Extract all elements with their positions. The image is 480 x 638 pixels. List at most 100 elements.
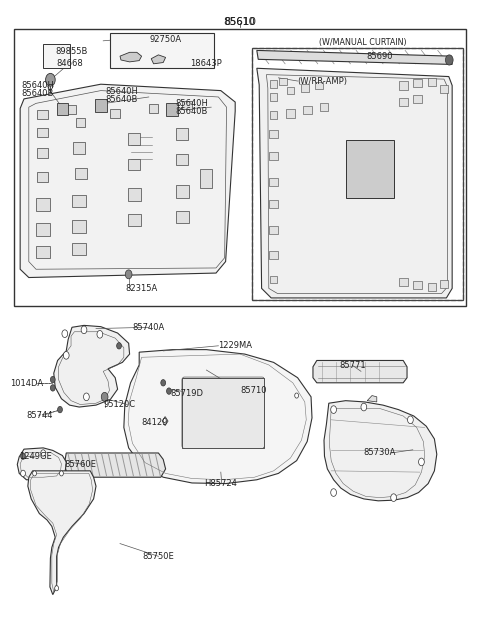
Text: 85740A: 85740A xyxy=(132,323,165,332)
Bar xyxy=(95,99,107,112)
Text: 89855B: 89855B xyxy=(55,47,87,56)
Circle shape xyxy=(331,406,336,413)
Bar xyxy=(269,251,278,259)
Text: 1229MA: 1229MA xyxy=(218,341,252,350)
Circle shape xyxy=(41,450,46,456)
Text: 84129: 84129 xyxy=(142,419,168,427)
Bar xyxy=(287,87,294,94)
Bar xyxy=(182,378,264,448)
Bar xyxy=(428,283,436,291)
Text: H85724: H85724 xyxy=(204,479,237,488)
Bar xyxy=(37,110,48,119)
Polygon shape xyxy=(367,396,377,402)
Circle shape xyxy=(60,471,63,476)
Bar xyxy=(72,220,86,233)
Circle shape xyxy=(50,376,55,383)
Bar xyxy=(399,98,408,106)
Text: 95120C: 95120C xyxy=(103,400,135,409)
Bar xyxy=(36,223,50,236)
Bar xyxy=(269,200,278,208)
Bar xyxy=(176,211,189,223)
Text: 85760E: 85760E xyxy=(65,460,96,469)
Text: 1014DA: 1014DA xyxy=(10,379,43,388)
Bar xyxy=(279,78,287,85)
Bar xyxy=(346,140,394,198)
Text: 1249GE: 1249GE xyxy=(19,452,52,461)
Bar xyxy=(320,103,328,112)
Bar xyxy=(57,103,68,115)
Bar xyxy=(286,110,295,117)
Bar xyxy=(76,118,85,126)
Circle shape xyxy=(21,454,25,459)
Text: 85730A: 85730A xyxy=(363,449,396,457)
Polygon shape xyxy=(28,471,96,595)
Circle shape xyxy=(419,458,424,466)
Bar xyxy=(270,93,277,101)
Circle shape xyxy=(295,393,299,398)
Polygon shape xyxy=(257,50,452,64)
Bar xyxy=(270,111,277,119)
Circle shape xyxy=(81,326,87,334)
Bar xyxy=(36,246,50,258)
Bar xyxy=(269,130,278,138)
Bar xyxy=(252,48,463,300)
Bar xyxy=(110,110,120,117)
Bar xyxy=(270,80,277,88)
Circle shape xyxy=(62,330,68,338)
Bar xyxy=(129,133,140,145)
Text: (W/RR-AMP): (W/RR-AMP) xyxy=(298,77,348,85)
Polygon shape xyxy=(151,55,166,64)
Bar xyxy=(315,82,323,89)
Bar xyxy=(428,77,436,85)
Text: (W/MANUAL CURTAIN): (W/MANUAL CURTAIN) xyxy=(319,38,406,47)
Bar xyxy=(269,225,278,234)
Bar xyxy=(301,84,309,92)
Circle shape xyxy=(408,416,413,424)
Circle shape xyxy=(55,586,59,591)
Bar xyxy=(75,168,86,179)
Polygon shape xyxy=(17,448,66,480)
Circle shape xyxy=(125,270,132,279)
Bar xyxy=(128,188,141,201)
Bar xyxy=(399,82,408,90)
Bar xyxy=(252,48,463,300)
Text: 82315A: 82315A xyxy=(125,284,158,293)
Bar xyxy=(129,159,140,170)
Bar xyxy=(14,29,466,306)
Circle shape xyxy=(21,470,25,477)
Circle shape xyxy=(445,55,453,65)
Text: 84668: 84668 xyxy=(57,59,84,68)
Bar xyxy=(66,105,76,114)
Bar xyxy=(413,79,422,87)
Text: 85744: 85744 xyxy=(26,411,53,420)
Circle shape xyxy=(50,385,55,391)
Bar xyxy=(43,44,70,68)
Circle shape xyxy=(101,392,108,401)
Bar xyxy=(37,148,48,158)
Bar xyxy=(36,198,50,211)
Text: 85610: 85610 xyxy=(225,17,255,27)
Bar xyxy=(269,177,278,186)
Polygon shape xyxy=(324,401,437,501)
Bar xyxy=(176,185,189,198)
Bar xyxy=(182,101,192,110)
Polygon shape xyxy=(20,84,235,278)
Bar xyxy=(177,154,188,165)
Text: 85690: 85690 xyxy=(366,52,393,61)
Circle shape xyxy=(161,380,166,386)
Polygon shape xyxy=(120,52,142,62)
Bar xyxy=(128,214,141,226)
Circle shape xyxy=(58,406,62,413)
Circle shape xyxy=(21,453,25,459)
Bar xyxy=(37,128,48,137)
Bar xyxy=(399,278,408,286)
Bar xyxy=(73,142,85,154)
Bar xyxy=(149,104,158,112)
Bar xyxy=(37,172,48,182)
Text: 85771: 85771 xyxy=(339,361,366,370)
Circle shape xyxy=(167,388,171,394)
Text: 85750E: 85750E xyxy=(143,552,174,561)
Bar xyxy=(72,195,86,207)
Bar xyxy=(269,152,278,161)
Text: 85640B: 85640B xyxy=(22,89,54,98)
